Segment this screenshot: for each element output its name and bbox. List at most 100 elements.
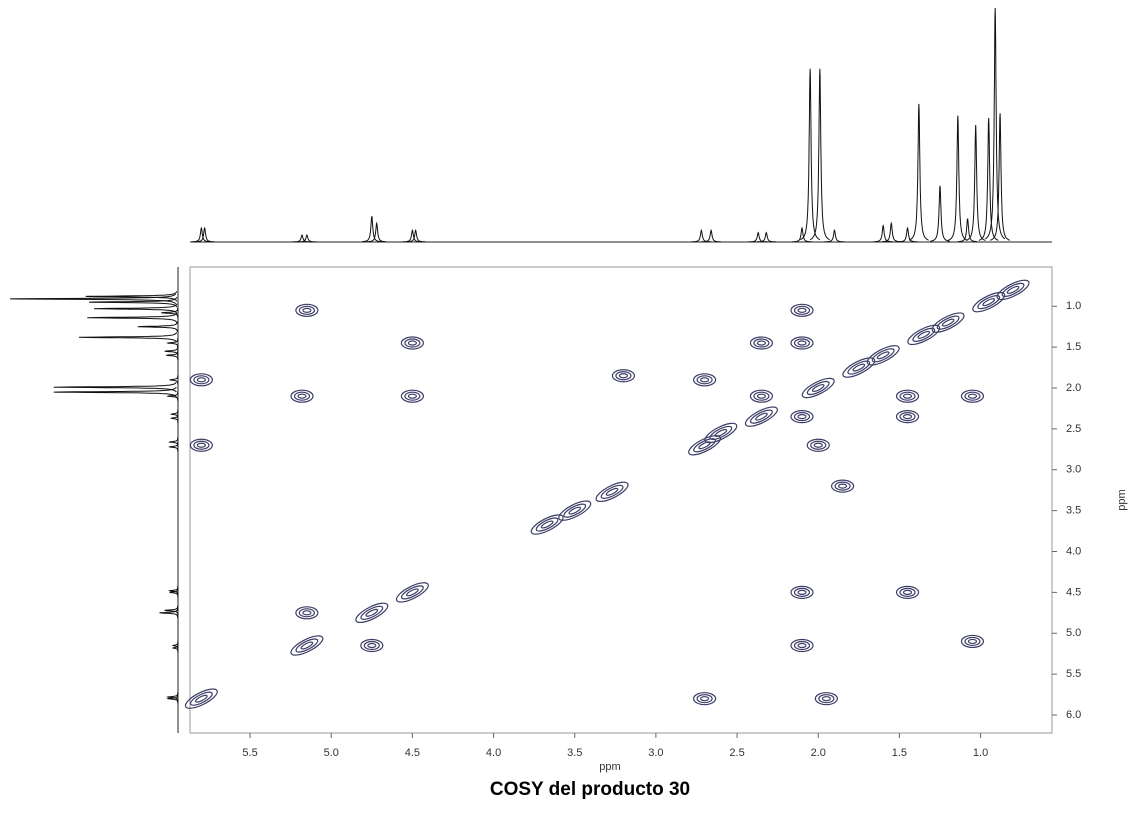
contour-ring <box>1006 285 1020 294</box>
top-projection-peak <box>990 113 1010 241</box>
cross-peak <box>814 692 838 706</box>
contour-ring <box>1001 282 1025 298</box>
contour-ring <box>563 503 587 518</box>
cross-peak <box>960 634 985 649</box>
contour-ring <box>797 340 807 346</box>
x-tick-label: 5.0 <box>324 747 339 759</box>
contour-ring <box>899 587 916 597</box>
contour-ring <box>184 688 218 709</box>
top-projection-peak <box>947 115 968 241</box>
top-projection-peak <box>756 231 776 243</box>
contour-ring <box>693 373 717 387</box>
cross-peak <box>290 389 314 403</box>
top-projection-peak <box>691 229 712 243</box>
contour-ring <box>907 324 941 346</box>
cross-peak <box>790 336 814 350</box>
contour-ring <box>530 514 564 535</box>
contour-ring <box>793 412 811 422</box>
y-tick-label: 6.0 <box>1066 709 1081 721</box>
top-projection-peak <box>292 234 312 243</box>
contour-ring <box>941 318 955 327</box>
y-tick-label: 3.0 <box>1066 464 1081 476</box>
contour-ring <box>194 694 208 703</box>
left-projection-peak <box>159 607 179 619</box>
contour-ring <box>847 360 871 375</box>
contour-ring <box>793 587 811 597</box>
y-tick-label: 2.0 <box>1066 382 1081 394</box>
contour-ring <box>806 438 830 452</box>
contour-ring <box>749 336 774 350</box>
contour-ring <box>404 338 421 348</box>
top-projection-peak <box>965 124 986 241</box>
contour-ring <box>821 696 831 702</box>
contour-ring <box>755 412 768 421</box>
left-projection-peak <box>53 386 177 398</box>
y-axis-label: ppm <box>1116 489 1128 510</box>
contour-ring <box>618 373 629 379</box>
contour-ring <box>700 696 710 702</box>
contour-ring <box>558 500 592 521</box>
cross-peak <box>189 373 213 387</box>
left-projection-peak <box>53 381 177 393</box>
contour-ring <box>407 393 417 399</box>
top-projection-peak <box>800 68 821 241</box>
contour-ring <box>813 442 823 448</box>
x-tick-label: 4.5 <box>405 747 420 759</box>
contour-ring <box>902 589 913 595</box>
contour-ring <box>801 377 835 399</box>
left-projection-peak <box>166 350 179 361</box>
contour-ring <box>871 348 895 363</box>
y-tick-label: 4.5 <box>1066 586 1081 598</box>
left-projection-peak <box>166 692 179 703</box>
x-tick-label: 5.5 <box>242 747 257 759</box>
contour-ring <box>293 391 311 401</box>
y-tick-label: 1.5 <box>1066 341 1081 353</box>
contour-ring <box>365 608 379 617</box>
contour-ring <box>300 641 314 650</box>
cross-peak <box>931 312 965 333</box>
x-tick-label: 2.5 <box>729 747 744 759</box>
contour-ring <box>912 327 936 342</box>
cross-peak <box>790 303 814 317</box>
cross-peak <box>295 303 319 317</box>
contour-ring <box>196 377 206 383</box>
cross-peak <box>693 692 717 706</box>
contour-ring <box>535 517 559 532</box>
contour-ring <box>837 483 848 489</box>
top-projection-peak <box>297 234 317 243</box>
contour-ring <box>793 640 811 651</box>
contour-ring <box>806 380 830 396</box>
contour-ring <box>810 440 827 450</box>
contour-ring <box>960 389 985 403</box>
left-projection-peak <box>169 374 179 385</box>
contour-ring <box>964 391 981 401</box>
contour-ring <box>793 338 811 348</box>
contour-ring <box>290 635 324 656</box>
cross-peak <box>749 336 774 350</box>
contour-ring <box>814 692 838 706</box>
left-projection-peak <box>171 643 179 653</box>
left-projection-peak <box>161 307 179 318</box>
contour-ring <box>996 279 1030 301</box>
contour-ring <box>977 295 1001 310</box>
top-projection-peak <box>194 226 215 243</box>
contour-ring <box>876 351 890 360</box>
cross-peak <box>704 422 738 444</box>
cross-peak <box>801 377 835 399</box>
cross-peak <box>189 438 213 452</box>
contour-ring <box>696 694 713 704</box>
contour-ring <box>395 582 429 603</box>
contour-ring <box>967 638 978 645</box>
contour-ring <box>931 312 965 333</box>
contour-ring <box>866 345 900 366</box>
cross-peak <box>184 688 218 709</box>
x-axis-label: ppm <box>599 761 620 773</box>
cross-peak <box>806 438 830 452</box>
contour-ring <box>753 338 770 348</box>
contour-ring <box>297 393 307 399</box>
contour-ring <box>295 638 319 653</box>
contour-ring <box>698 441 711 450</box>
contour-ring <box>189 438 213 452</box>
contour-ring <box>899 391 916 401</box>
cross-peak <box>744 406 778 427</box>
